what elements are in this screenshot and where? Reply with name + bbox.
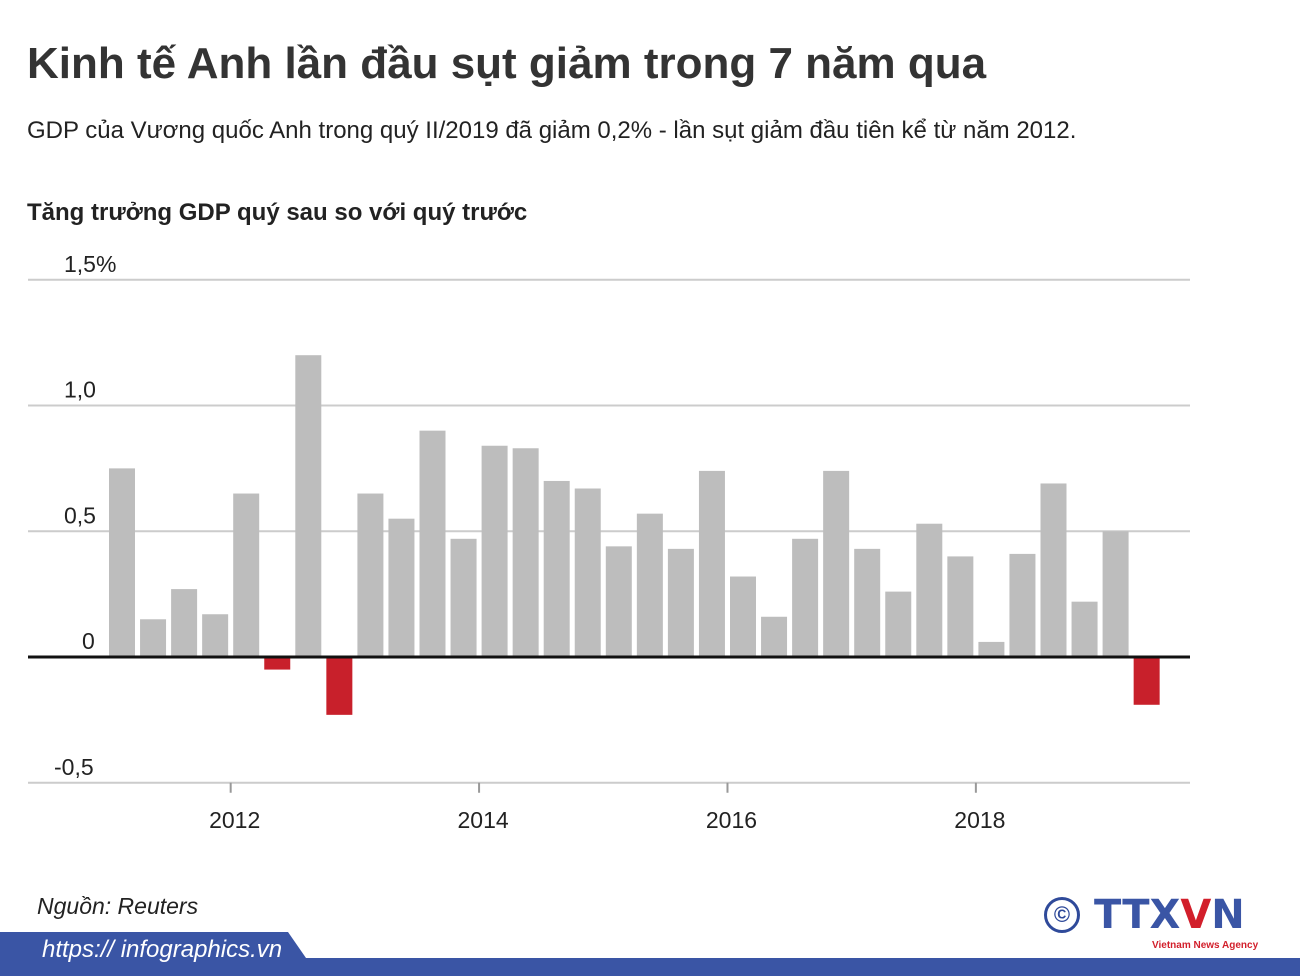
- bar-2014Q1: [481, 445, 508, 657]
- y-tick-label: 0: [82, 628, 95, 654]
- y-tick-label: 1,0: [64, 377, 96, 403]
- bar-2014Q3: [543, 480, 570, 657]
- bar-2013Q4: [450, 538, 477, 657]
- page-subtitle: GDP của Vương quốc Anh trong quý II/2019…: [27, 117, 1077, 144]
- bar-2017Q4: [947, 556, 974, 657]
- bar-2017Q3: [916, 523, 943, 657]
- copyright-icon: ©: [1044, 897, 1080, 933]
- bar-2013Q1: [357, 493, 384, 657]
- bar-2011Q3: [171, 589, 198, 657]
- bar-2014Q2: [512, 448, 539, 657]
- page-title: Kinh tế Anh lần đầu sụt giảm trong 7 năm…: [27, 39, 987, 88]
- chart-title: Tăng trưởng GDP quý sau so với quý trước: [27, 199, 528, 226]
- bar-2018Q4: [1071, 601, 1098, 657]
- bar-2016Q1: [730, 576, 756, 657]
- bar-2013Q3: [419, 430, 446, 657]
- bar-2012Q3: [295, 355, 322, 657]
- bar-2018Q2: [1009, 553, 1036, 657]
- bar-2012Q2: [264, 657, 291, 670]
- x-tick-label: 2018: [954, 807, 1005, 833]
- y-tick-label: -0,5: [54, 754, 94, 780]
- ttxvn-logo: © TTXVN Vietnam News Agency: [1044, 893, 1274, 955]
- bar-2016Q2: [761, 616, 788, 657]
- x-tick-label: 2016: [706, 807, 757, 833]
- bar-2018Q3: [1040, 483, 1067, 657]
- logo-tagline: Vietnam News Agency: [1152, 940, 1259, 951]
- bar-2012Q4: [326, 657, 353, 715]
- y-tick-label: 0,5: [64, 502, 96, 528]
- source-label: Nguồn: Reuters: [37, 893, 199, 919]
- bar-2015Q1: [605, 546, 632, 657]
- website-link[interactable]: https:// infographics.vn: [42, 936, 283, 963]
- bar-2011Q2: [140, 619, 167, 657]
- bar-2013Q2: [388, 518, 415, 657]
- bar-2016Q3: [792, 538, 819, 657]
- bar-2016Q4: [823, 470, 850, 657]
- bar-2017Q2: [885, 591, 912, 657]
- bar-2011Q1: [109, 468, 135, 657]
- logo-text: TTXVN: [1094, 892, 1245, 938]
- x-tick-label: 2014: [457, 807, 508, 833]
- bar-2017Q1: [854, 548, 881, 657]
- x-tick-label: 2012: [209, 807, 260, 833]
- bar-2015Q2: [636, 513, 663, 657]
- bar-2019Q2: [1133, 657, 1160, 705]
- bar-2018Q1: [978, 641, 1005, 657]
- bar-2015Q3: [667, 548, 694, 657]
- bar-2015Q4: [698, 470, 725, 657]
- footer-band: [0, 932, 1300, 976]
- bar-2011Q4: [202, 614, 229, 657]
- bar-2014Q4: [574, 488, 601, 657]
- y-tick-label: 1,5%: [64, 251, 116, 277]
- bar-2012Q1: [233, 493, 260, 657]
- bar-2019Q1: [1102, 531, 1129, 657]
